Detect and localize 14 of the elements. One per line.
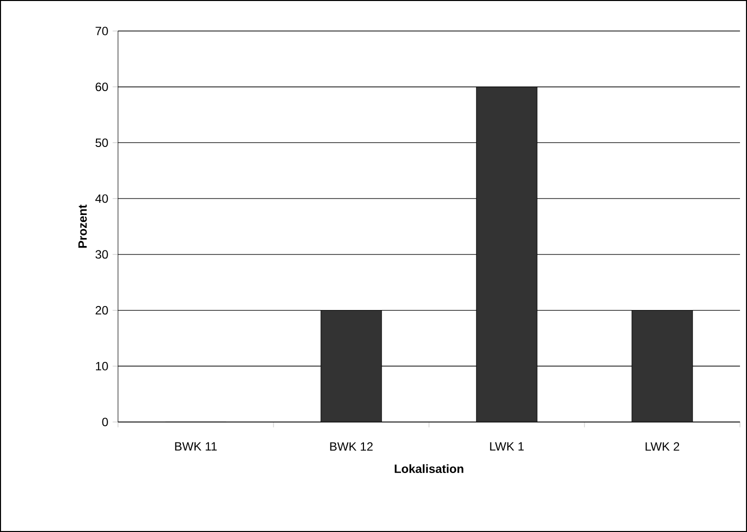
x-axis-title: Lokalisation	[394, 464, 464, 474]
y-tick-label: 20	[96, 306, 108, 315]
x-tick-label: BWK 11	[175, 442, 217, 451]
y-tick-label: 40	[95, 194, 108, 203]
y-tick-label: 50	[96, 138, 108, 147]
x-tick-label: LWK 1	[490, 442, 524, 451]
x-tick-label: LWK 2	[646, 442, 680, 451]
y-tick-label: 0	[102, 418, 108, 426]
y-tick-label: 70	[96, 26, 108, 36]
x-tick-label: BWK 12	[330, 442, 373, 451]
y-axis-title: Prozent	[78, 204, 87, 248]
y-tick-label: 60	[96, 82, 108, 92]
y-tick-label: 10	[96, 362, 108, 370]
y-tick-label: 30	[96, 250, 108, 259]
